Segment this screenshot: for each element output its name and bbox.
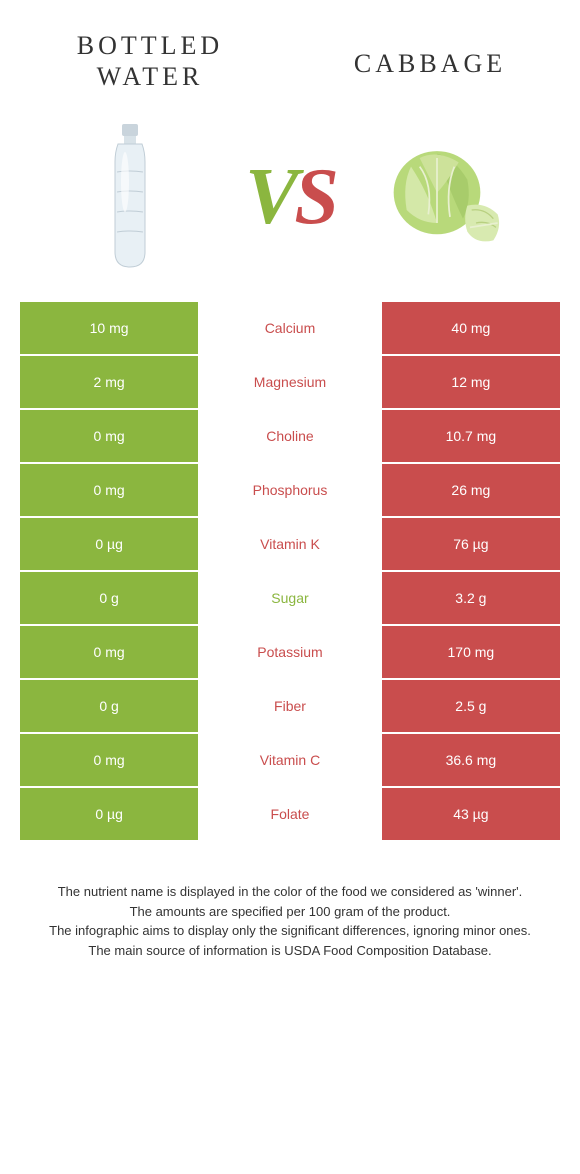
cell-left-value: 0 mg xyxy=(20,410,198,462)
cell-left-value: 0 g xyxy=(20,572,198,624)
footer: The nutrient name is displayed in the co… xyxy=(20,842,560,980)
cell-nutrient-label: Phosphorus xyxy=(198,464,382,516)
table-row: 0 µgFolate43 µg xyxy=(20,788,560,840)
table-row: 0 gSugar3.2 g xyxy=(20,572,560,624)
cell-right-value: 40 mg xyxy=(382,302,560,354)
cell-left-value: 0 g xyxy=(20,680,198,732)
cell-nutrient-label: Calcium xyxy=(198,302,382,354)
table-row: 10 mgCalcium40 mg xyxy=(20,302,560,354)
cell-right-value: 10.7 mg xyxy=(382,410,560,462)
title-left: BOTTLED WATER xyxy=(50,30,250,92)
vs-v: V xyxy=(245,153,294,241)
cell-left-value: 0 µg xyxy=(20,788,198,840)
cell-left-value: 0 mg xyxy=(20,464,198,516)
cell-nutrient-label: Sugar xyxy=(198,572,382,624)
table-row: 0 mgCholine10.7 mg xyxy=(20,410,560,462)
cell-left-value: 2 mg xyxy=(20,356,198,408)
table-row: 0 µgVitamin K76 µg xyxy=(20,518,560,570)
table-row: 2 mgMagnesium12 mg xyxy=(20,356,560,408)
cell-nutrient-label: Choline xyxy=(198,410,382,462)
cell-nutrient-label: Vitamin K xyxy=(198,518,382,570)
cell-nutrient-label: Folate xyxy=(198,788,382,840)
cell-right-value: 2.5 g xyxy=(382,680,560,732)
cell-left-value: 10 mg xyxy=(20,302,198,354)
cell-nutrient-label: Fiber xyxy=(198,680,382,732)
title-right: CABBAGE xyxy=(330,48,530,79)
cell-left-value: 0 mg xyxy=(20,626,198,678)
cell-right-value: 12 mg xyxy=(382,356,560,408)
comparison-table: 10 mgCalcium40 mg2 mgMagnesium12 mg0 mgC… xyxy=(20,302,560,840)
cell-right-value: 36.6 mg xyxy=(382,734,560,786)
cell-right-value: 3.2 g xyxy=(382,572,560,624)
cabbage-image xyxy=(385,122,515,272)
cell-nutrient-label: Magnesium xyxy=(198,356,382,408)
images-row: VS xyxy=(20,112,560,302)
header: BOTTLED WATER CABBAGE xyxy=(20,20,560,112)
cell-left-value: 0 µg xyxy=(20,518,198,570)
footer-line-4: The main source of information is USDA F… xyxy=(40,941,540,961)
table-row: 0 mgPhosphorus26 mg xyxy=(20,464,560,516)
cell-right-value: 170 mg xyxy=(382,626,560,678)
cell-right-value: 43 µg xyxy=(382,788,560,840)
footer-line-2: The amounts are specified per 100 gram o… xyxy=(40,902,540,922)
table-row: 0 mgVitamin C36.6 mg xyxy=(20,734,560,786)
footer-line-1: The nutrient name is displayed in the co… xyxy=(40,882,540,902)
cell-nutrient-label: Vitamin C xyxy=(198,734,382,786)
footer-line-3: The infographic aims to display only the… xyxy=(40,921,540,941)
table-row: 0 mgPotassium170 mg xyxy=(20,626,560,678)
cell-left-value: 0 mg xyxy=(20,734,198,786)
cell-nutrient-label: Potassium xyxy=(198,626,382,678)
vs-label: VS xyxy=(245,152,335,243)
table-row: 0 gFiber2.5 g xyxy=(20,680,560,732)
cell-right-value: 26 mg xyxy=(382,464,560,516)
bottle-image xyxy=(65,122,195,272)
vs-s: S xyxy=(294,153,335,241)
cell-right-value: 76 µg xyxy=(382,518,560,570)
